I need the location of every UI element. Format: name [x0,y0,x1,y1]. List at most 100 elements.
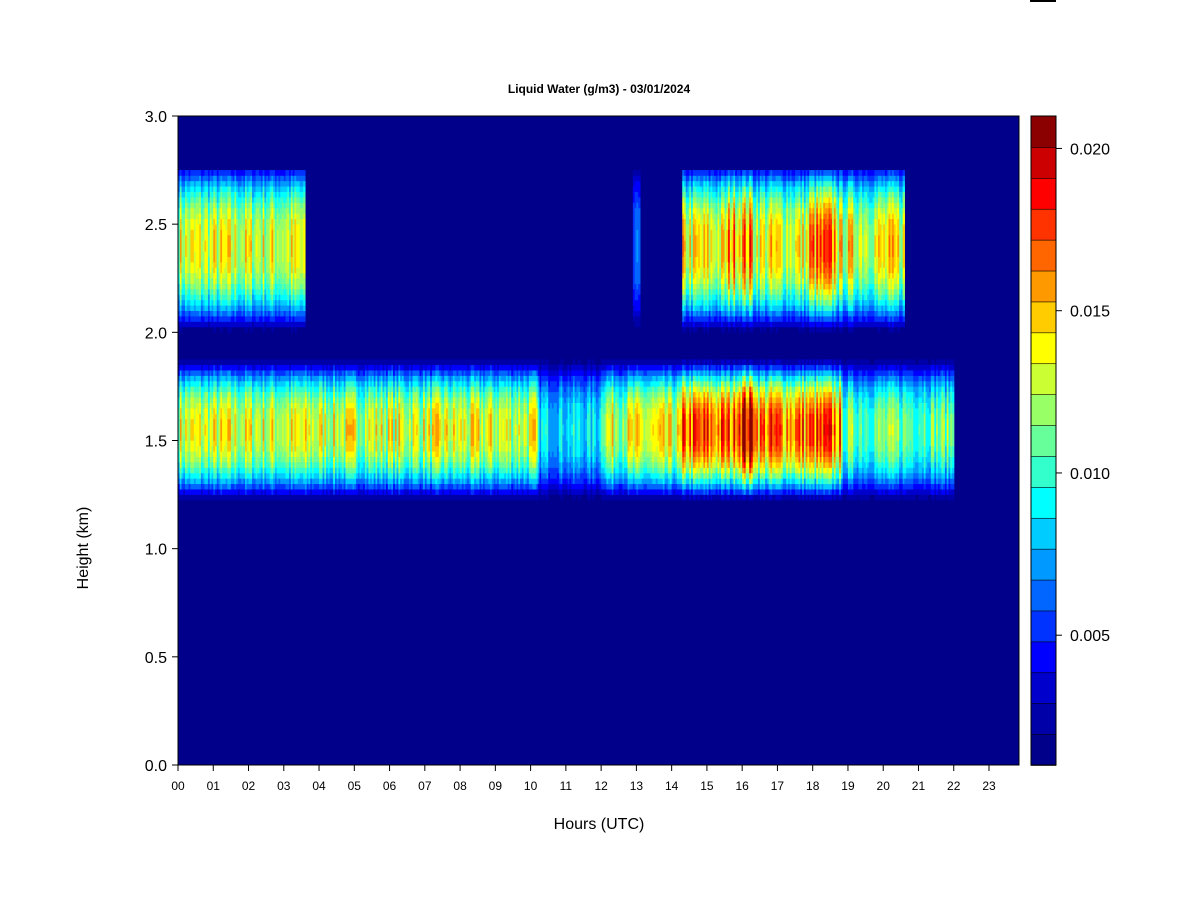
heatmap-cell [237,483,241,490]
heatmap-cell [297,170,301,176]
heatmap-cell [232,289,236,301]
heatmap-cell [435,467,438,474]
heatmap-cell [495,494,498,501]
heatmap-cell [442,478,445,485]
heatmap-cell [306,364,310,371]
heatmap-cell [319,359,322,366]
heatmap-cell [250,299,253,306]
heatmap-cell [289,289,292,295]
heatmap-cell [303,402,306,409]
heatmap-cell [252,316,255,322]
heatmap-cell [380,483,384,490]
heatmap-cell [456,391,459,398]
heatmap-cell [178,462,181,474]
heatmap-cell [449,478,452,485]
heatmap-cell [185,289,188,295]
heatmap-cell [195,278,198,290]
heatmap-cell [199,397,202,403]
heatmap-cell [463,483,466,490]
heatmap-cell [333,456,336,463]
heatmap-cell [396,375,399,382]
heatmap-cell [341,381,345,387]
heatmap-cell [229,364,232,371]
heatmap-cell [359,370,362,376]
heatmap-cell [202,175,206,182]
heatmap-cell [361,445,364,458]
heatmap-cell [504,472,507,479]
heatmap-cell [211,316,214,322]
heatmap-cell [421,370,424,376]
heatmap-cell [394,418,398,441]
heatmap-cell [232,202,236,209]
heatmap-cell [412,467,415,474]
heatmap-cell [354,489,357,495]
heatmap-cell [447,381,451,387]
heatmap-cell [465,478,468,485]
heatmap-cell [412,391,415,398]
heatmap-cell [347,370,350,376]
heatmap-cell [260,170,264,176]
heatmap-cell [271,386,274,393]
heatmap-cell [234,316,237,322]
heatmap-cell [246,180,250,187]
heatmap-cell [319,381,322,387]
heatmap-cell [250,294,253,301]
heatmap-cell [230,305,234,311]
heatmap-cell [243,310,246,317]
heatmap-cell [304,397,308,409]
heatmap-cell [274,494,278,501]
heatmap-cell [460,386,463,393]
heatmap-cell [181,267,184,279]
heatmap-cell [179,375,183,382]
heatmap-cell [237,391,241,398]
heatmap-cell [278,305,281,311]
heatmap-cell [294,472,297,479]
heatmap-cell [433,467,437,474]
heatmap-cell [483,408,486,452]
heatmap-cell [400,478,403,485]
heatmap-cell [202,435,206,452]
heatmap-cell [338,375,341,382]
heatmap-cell [470,462,474,468]
heatmap-cell [179,310,183,317]
heatmap-cell [195,386,198,393]
heatmap-cell [190,462,193,468]
heatmap-cell [426,370,429,376]
heatmap-cell [179,191,183,198]
heatmap-cell [227,375,230,382]
heatmap-cell [276,397,280,403]
heatmap-cell [334,391,338,398]
heatmap-cell [267,283,271,290]
heatmap-cell [502,440,505,452]
heatmap-cell [449,483,452,490]
heatmap-cell [252,305,255,311]
heatmap-cell [516,386,519,393]
heatmap-cell [310,413,313,447]
heatmap-cell [264,391,267,403]
heatmap-cell [296,191,299,198]
heatmap-cell [373,386,377,398]
heatmap-cell [442,494,445,501]
heatmap-cell [370,386,373,393]
heatmap-cell [424,494,428,501]
heatmap-cell [278,370,281,376]
heatmap-cell [218,207,221,220]
heatmap-cell [479,472,482,479]
heatmap-cell [294,451,297,458]
heatmap-cell [433,462,437,468]
heatmap-cell [230,494,234,501]
heatmap-cell [447,494,451,501]
heatmap-cell [334,381,338,387]
heatmap-cell [239,267,243,284]
heatmap-cell [419,364,422,371]
heatmap-cell [352,489,355,495]
heatmap-cell [206,375,209,382]
heatmap-cell [431,386,435,393]
heatmap-cell [407,462,410,468]
heatmap-cell [250,310,253,317]
heatmap-cell [241,445,244,458]
heatmap-cell [449,370,452,376]
heatmap-cell [336,364,340,371]
heatmap-cell [236,451,239,463]
heatmap-cell [479,483,482,490]
